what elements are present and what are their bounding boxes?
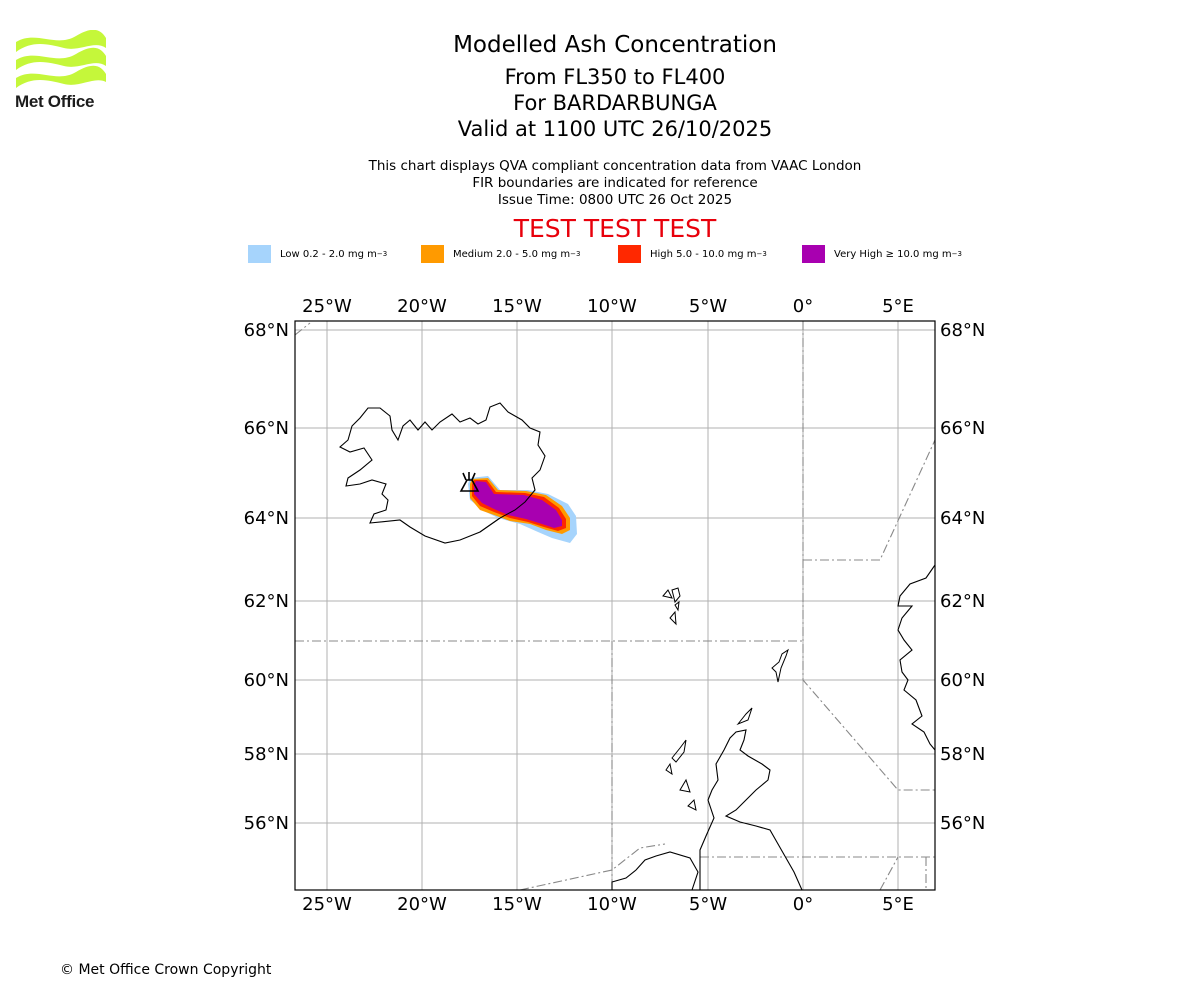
issue-time: Issue Time: 0800 UTC 26 Oct 2025 [497,192,733,208]
lon-label: 5°W [689,894,727,915]
lat-label: 62°N [940,591,985,612]
lon-label: 0° [793,894,813,915]
lat-labels-right: 68°N 66°N 64°N 62°N 60°N 58°N 56°N [940,320,985,834]
test-banner: TEST TEST TEST [513,214,717,243]
legend-low: Low 0.2 - 2.0 mg m −3 [248,244,387,264]
met-office-logo [16,30,106,88]
legend-swatch-high [618,245,641,263]
legend-swatch-very-high [802,245,825,263]
legend-high: High 5.0 - 10.0 mg m −3 [618,244,767,264]
ireland-coastline [611,851,699,890]
legend-very-high: Very High ≥ 10.0 mg m −3 [802,244,962,264]
lat-label: 64°N [244,508,289,529]
lon-label: 10°W [587,894,637,915]
volcano-marker-icon [459,472,480,492]
qva-note: This chart displays QVA compliant concen… [368,158,862,174]
legend-label-low: Low 0.2 - 2.0 mg m [280,248,377,260]
lat-label: 62°N [244,591,289,612]
lon-label: 10°W [587,296,637,317]
lon-label: 0° [793,296,813,317]
legend-exp-very-high: −3 [951,250,962,258]
lon-label: 5°E [882,894,914,915]
lon-label: 25°W [302,296,352,317]
lat-label: 64°N [940,508,985,529]
lat-label: 56°N [244,813,289,834]
fir-boundaries [295,321,935,890]
valid-time: Valid at 1100 UTC 26/10/2025 [457,117,773,141]
lat-label: 66°N [940,418,985,439]
lat-label: 58°N [940,744,985,765]
met-office-wordmark: Met Office [15,92,95,111]
lat-label: 58°N [244,744,289,765]
lat-labels-left: 68°N 66°N 64°N 62°N 60°N 58°N 56°N [244,320,289,834]
volcano-name: For BARDARBUNGA [513,91,717,115]
lon-label: 15°W [492,894,542,915]
great-britain-coastline [699,729,803,890]
shetland-islands [771,648,789,683]
flight-level-range: From FL350 to FL400 [504,65,726,89]
ash-very-high [474,481,562,528]
legend-label-medium: Medium 2.0 - 5.0 mg m [453,248,571,260]
lat-label: 60°N [940,670,985,691]
legend-medium: Medium 2.0 - 5.0 mg m −3 [421,244,580,264]
lon-label: 25°W [302,894,352,915]
lat-label: 60°N [244,670,289,691]
lon-label: 5°W [689,296,727,317]
faroe-islands [662,587,681,626]
lat-label: 68°N [940,320,985,341]
concentration-legend: Low 0.2 - 2.0 mg m −3 Medium 2.0 - 5.0 mg… [0,244,1200,264]
lon-labels-top: 25°W 20°W 15°W 10°W 5°W 0° 5°E [302,296,914,317]
legend-exp-low: −3 [376,250,388,258]
map-background [295,321,935,890]
copyright-notice: © Met Office Crown Copyright [60,962,272,978]
legend-label-high: High 5.0 - 10.0 mg m [650,248,757,260]
legend-swatch-medium [421,245,444,263]
lat-label: 66°N [244,418,289,439]
lat-label: 68°N [244,320,289,341]
lon-label: 15°W [492,296,542,317]
lon-label: 5°E [882,296,914,317]
norway-coastline [897,564,935,751]
legend-swatch-low [248,245,271,263]
hebrides [665,707,753,811]
lon-label: 20°W [397,296,447,317]
legend-exp-high: −3 [756,250,767,258]
legend-exp-medium: −3 [570,250,581,258]
legend-label-very-high: Very High ≥ 10.0 mg m [834,248,952,260]
lon-label: 20°W [397,894,447,915]
iceland-south-coast-overlay [479,489,536,533]
fir-note: FIR boundaries are indicated for referen… [472,175,758,191]
chart-title: Modelled Ash Concentration [453,32,777,58]
lat-label: 56°N [940,813,985,834]
lon-labels-bottom: 25°W 20°W 15°W 10°W 5°W 0° 5°E [302,894,914,915]
map-frame [294,320,936,891]
